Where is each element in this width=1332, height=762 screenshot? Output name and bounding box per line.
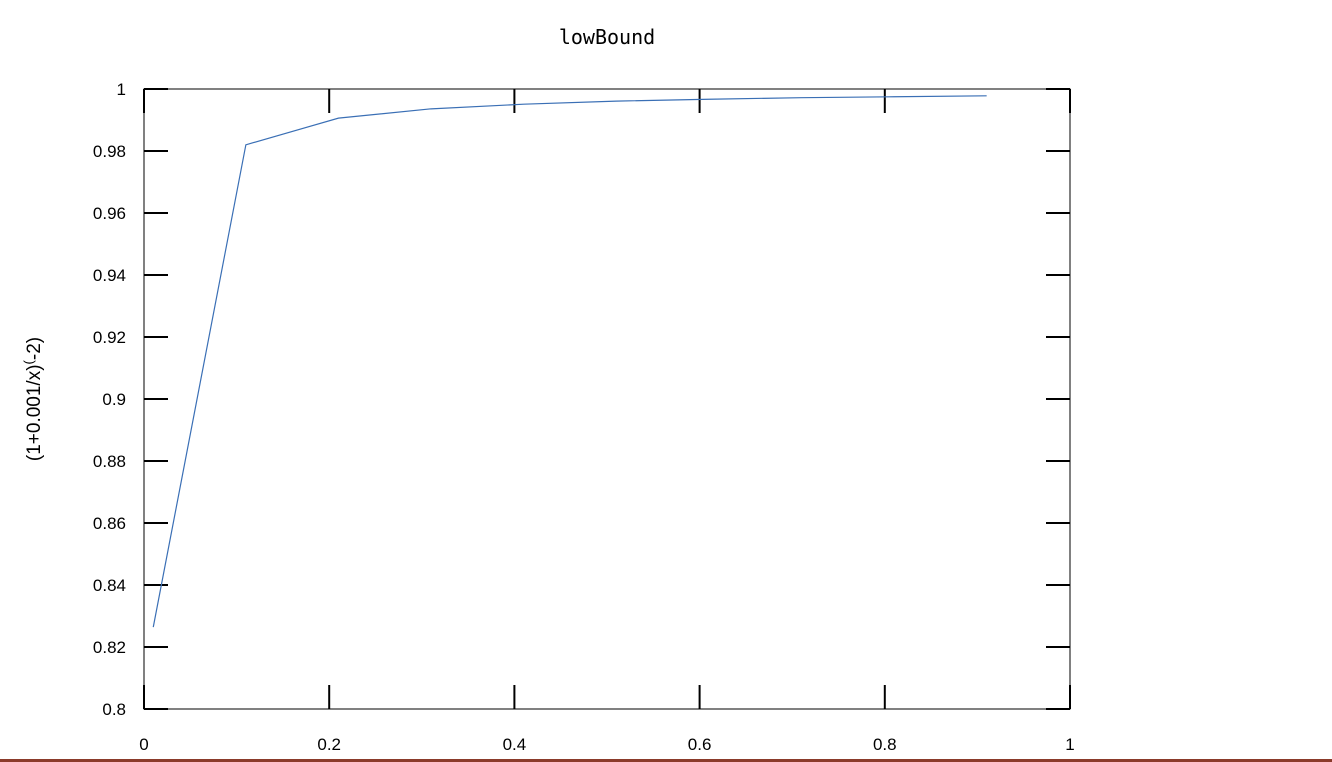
y-tick-label: 0.96 [93,204,126,223]
series-line [152,95,987,628]
y-tick-label: 1 [117,80,126,99]
y-tick-label: 0.98 [93,142,126,161]
tick-labels: 0.8 0.82 0.84 0.86 0.88 0.9 0.92 0.94 0.96 0.98 1 0… [93,80,1075,754]
bottom-divider [0,759,1332,762]
x-tick-label: 0.4 [503,735,527,754]
axis-ticks [143,88,1071,710]
y-tick-label: 0.8 [102,700,126,719]
x-tick-label: 0.8 [873,735,897,754]
y-axis-label-base: (1+0.001/x) [24,364,45,461]
x-tick-label: 0.6 [688,735,712,754]
chart-title: lowBound [559,25,655,49]
y-axis-label: (1+0.001/x)(-2) [21,337,45,461]
y-axis-label-exponent: -2) [24,337,45,360]
y-tick-label: 0.86 [93,514,126,533]
x-tick-label: 0.2 [317,735,341,754]
svg-text:(1+0.001/x)(-2): (1+0.001/x)(-2) [21,337,45,461]
plot-frame [143,88,1071,710]
y-tick-label: 0.92 [93,328,126,347]
y-tick-label: 0.88 [93,452,126,471]
series-layer [152,95,987,628]
y-axis-label-superscript-open: ( [21,359,36,364]
y-tick-label: 0.84 [93,576,126,595]
x-tick-label: 1 [1065,735,1074,754]
y-tick-label: 0.82 [93,638,126,657]
y-tick-label: 0.94 [93,266,126,285]
y-tick-label: 0.9 [102,390,126,409]
x-tick-label: 0 [139,735,148,754]
